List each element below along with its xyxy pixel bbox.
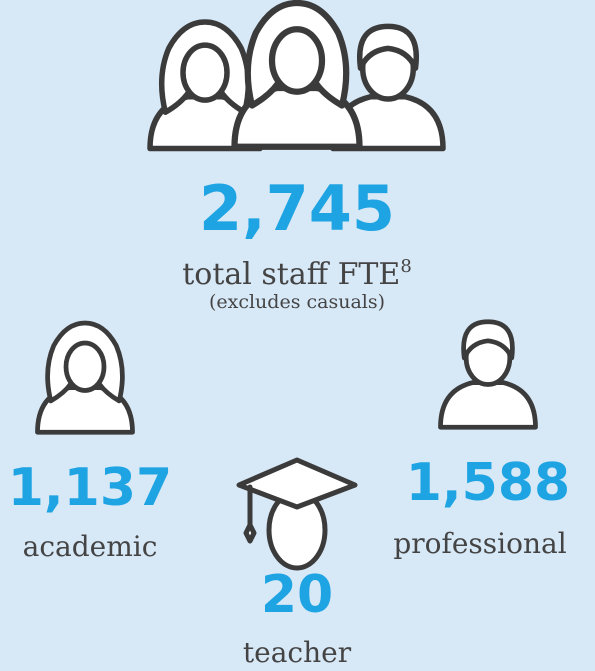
teacher-label: teacher — [243, 636, 352, 669]
professional-value: 1,588 — [406, 453, 570, 513]
academic-label: academic — [23, 530, 158, 563]
teacher-value: 20 — [261, 565, 333, 625]
teacher-icon — [236, 457, 358, 571]
academic-value: 1,137 — [8, 458, 172, 518]
total-label: total staff FTE8 — [182, 256, 412, 292]
professional-label: professional — [393, 527, 566, 560]
total-note: (excludes casuals) — [209, 291, 385, 313]
professional-icon — [441, 322, 536, 427]
total-value: 2,745 — [199, 172, 395, 245]
staff-group-icon — [150, 3, 443, 149]
academic-icon — [37, 323, 132, 432]
